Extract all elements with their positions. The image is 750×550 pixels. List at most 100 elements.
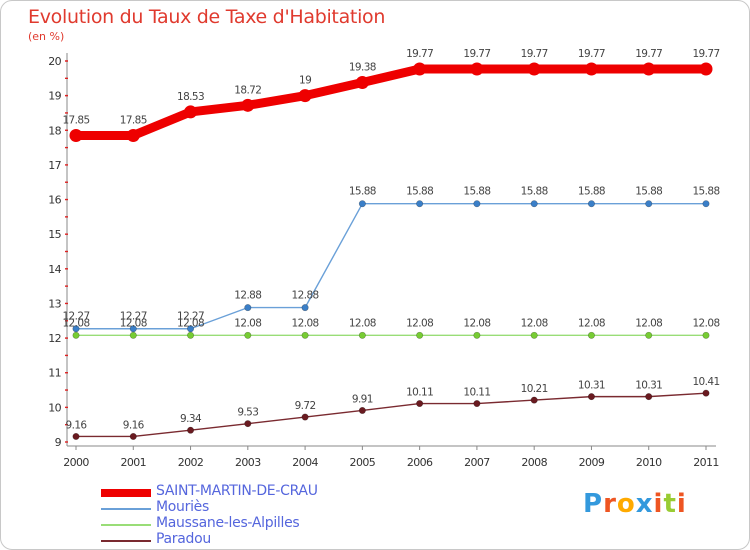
data-point: [470, 62, 484, 76]
data-label: 9.91: [352, 393, 373, 405]
data-label: 12.27: [177, 311, 204, 323]
data-point: [358, 331, 366, 339]
data-point: [527, 62, 541, 76]
x-tick-label: 2011: [693, 456, 719, 469]
data-point: [126, 128, 140, 142]
data-label: 15.88: [349, 186, 376, 198]
data-label: 19.77: [692, 48, 719, 60]
x-tick-label: 2000: [63, 456, 89, 469]
y-tick-label: 17: [48, 159, 61, 172]
data-point: [699, 62, 713, 76]
series-line-paradou: [75, 392, 707, 438]
series-saint-martin-de-crau: [69, 62, 713, 142]
data-label: 9.16: [66, 419, 88, 431]
data-label: 10.11: [406, 387, 433, 399]
x-tick-label: 2004: [292, 456, 318, 469]
data-label: 12.88: [234, 290, 261, 302]
legend-swatch: [101, 489, 151, 497]
legend-label: Paradou: [156, 531, 211, 547]
legend-swatch: [101, 540, 151, 542]
proxiti-logo: Proxiti: [583, 489, 687, 519]
data-point: [184, 105, 198, 119]
data-label: 19: [299, 75, 311, 87]
data-point: [473, 200, 481, 208]
legend-label: Mouriès: [156, 499, 209, 515]
data-label: 10.31: [578, 380, 605, 392]
data-label: 15.88: [406, 186, 433, 198]
data-point: [72, 325, 80, 333]
data-label: 12.08: [62, 317, 89, 329]
data-label: 12.88: [292, 290, 319, 302]
x-tick-label: 2005: [350, 456, 376, 469]
data-point: [301, 331, 309, 339]
data-point: [587, 200, 595, 208]
data-label: 12.08: [463, 317, 490, 329]
data-point: [187, 331, 195, 339]
data-point: [72, 432, 80, 440]
data-label: 12.08: [349, 317, 376, 329]
data-point: [72, 331, 80, 339]
data-point: [298, 89, 312, 103]
data-point: [530, 331, 538, 339]
x-tick-label: 2009: [579, 456, 605, 469]
data-point: [416, 400, 424, 408]
data-point: [645, 200, 653, 208]
data-point: [241, 98, 255, 112]
y-tick-label: 11: [48, 367, 61, 380]
series-paradou: [72, 389, 710, 440]
data-label: 9.53: [237, 407, 258, 419]
data-point: [587, 331, 595, 339]
data-label: 12.08: [521, 317, 548, 329]
x-tick-label: 2006: [407, 456, 433, 469]
y-tick-label: 20: [48, 55, 61, 68]
x-tick-label: 2001: [120, 456, 146, 469]
data-label: 10.41: [692, 376, 719, 388]
data-point: [530, 200, 538, 208]
y-tick-label: 15: [48, 228, 61, 241]
data-label: 15.88: [578, 186, 605, 198]
data-label: 19.77: [406, 48, 433, 60]
data-point: [587, 393, 595, 401]
y-tick-label: 9: [55, 436, 62, 449]
y-tick-label: 10: [48, 401, 61, 414]
data-point: [702, 200, 710, 208]
logo-letter: t: [663, 489, 677, 519]
data-label: 9.34: [180, 413, 202, 425]
data-label: 9.72: [295, 400, 316, 412]
data-point: [69, 128, 83, 142]
series-line-mouri-s: [75, 203, 707, 330]
data-point: [702, 389, 710, 397]
data-point: [355, 75, 369, 89]
data-point: [129, 331, 137, 339]
data-point: [413, 62, 427, 76]
data-label: 19.38: [349, 61, 376, 73]
y-tick-label: 19: [48, 90, 61, 103]
series-mouri-s: [72, 200, 710, 333]
data-label: 9.16: [123, 419, 145, 431]
data-label: 17.85: [62, 114, 89, 126]
data-point: [301, 304, 309, 312]
data-point: [702, 331, 710, 339]
data-label: 19.77: [578, 48, 605, 60]
data-label: 12.08: [578, 317, 605, 329]
chart-title: Evolution du Taux de Taxe d'Habitation: [28, 6, 386, 28]
data-label: 19.77: [463, 48, 490, 60]
data-point: [416, 331, 424, 339]
logo-letter: r: [603, 489, 617, 519]
y-tick-label: 18: [48, 124, 61, 137]
logo-letter: i: [676, 489, 687, 519]
x-tick-label: 2008: [521, 456, 547, 469]
data-point: [301, 413, 309, 421]
data-label: 10.31: [635, 380, 662, 392]
data-point: [187, 426, 195, 434]
data-point: [129, 432, 137, 440]
logo-letter: o: [616, 489, 636, 519]
legend-swatch: [101, 508, 151, 510]
data-point: [645, 393, 653, 401]
data-label: 19.77: [521, 48, 548, 60]
data-label: 18.53: [177, 91, 204, 103]
data-point: [642, 62, 656, 76]
logo-letter: i: [653, 489, 664, 519]
data-label: 12.08: [692, 317, 719, 329]
